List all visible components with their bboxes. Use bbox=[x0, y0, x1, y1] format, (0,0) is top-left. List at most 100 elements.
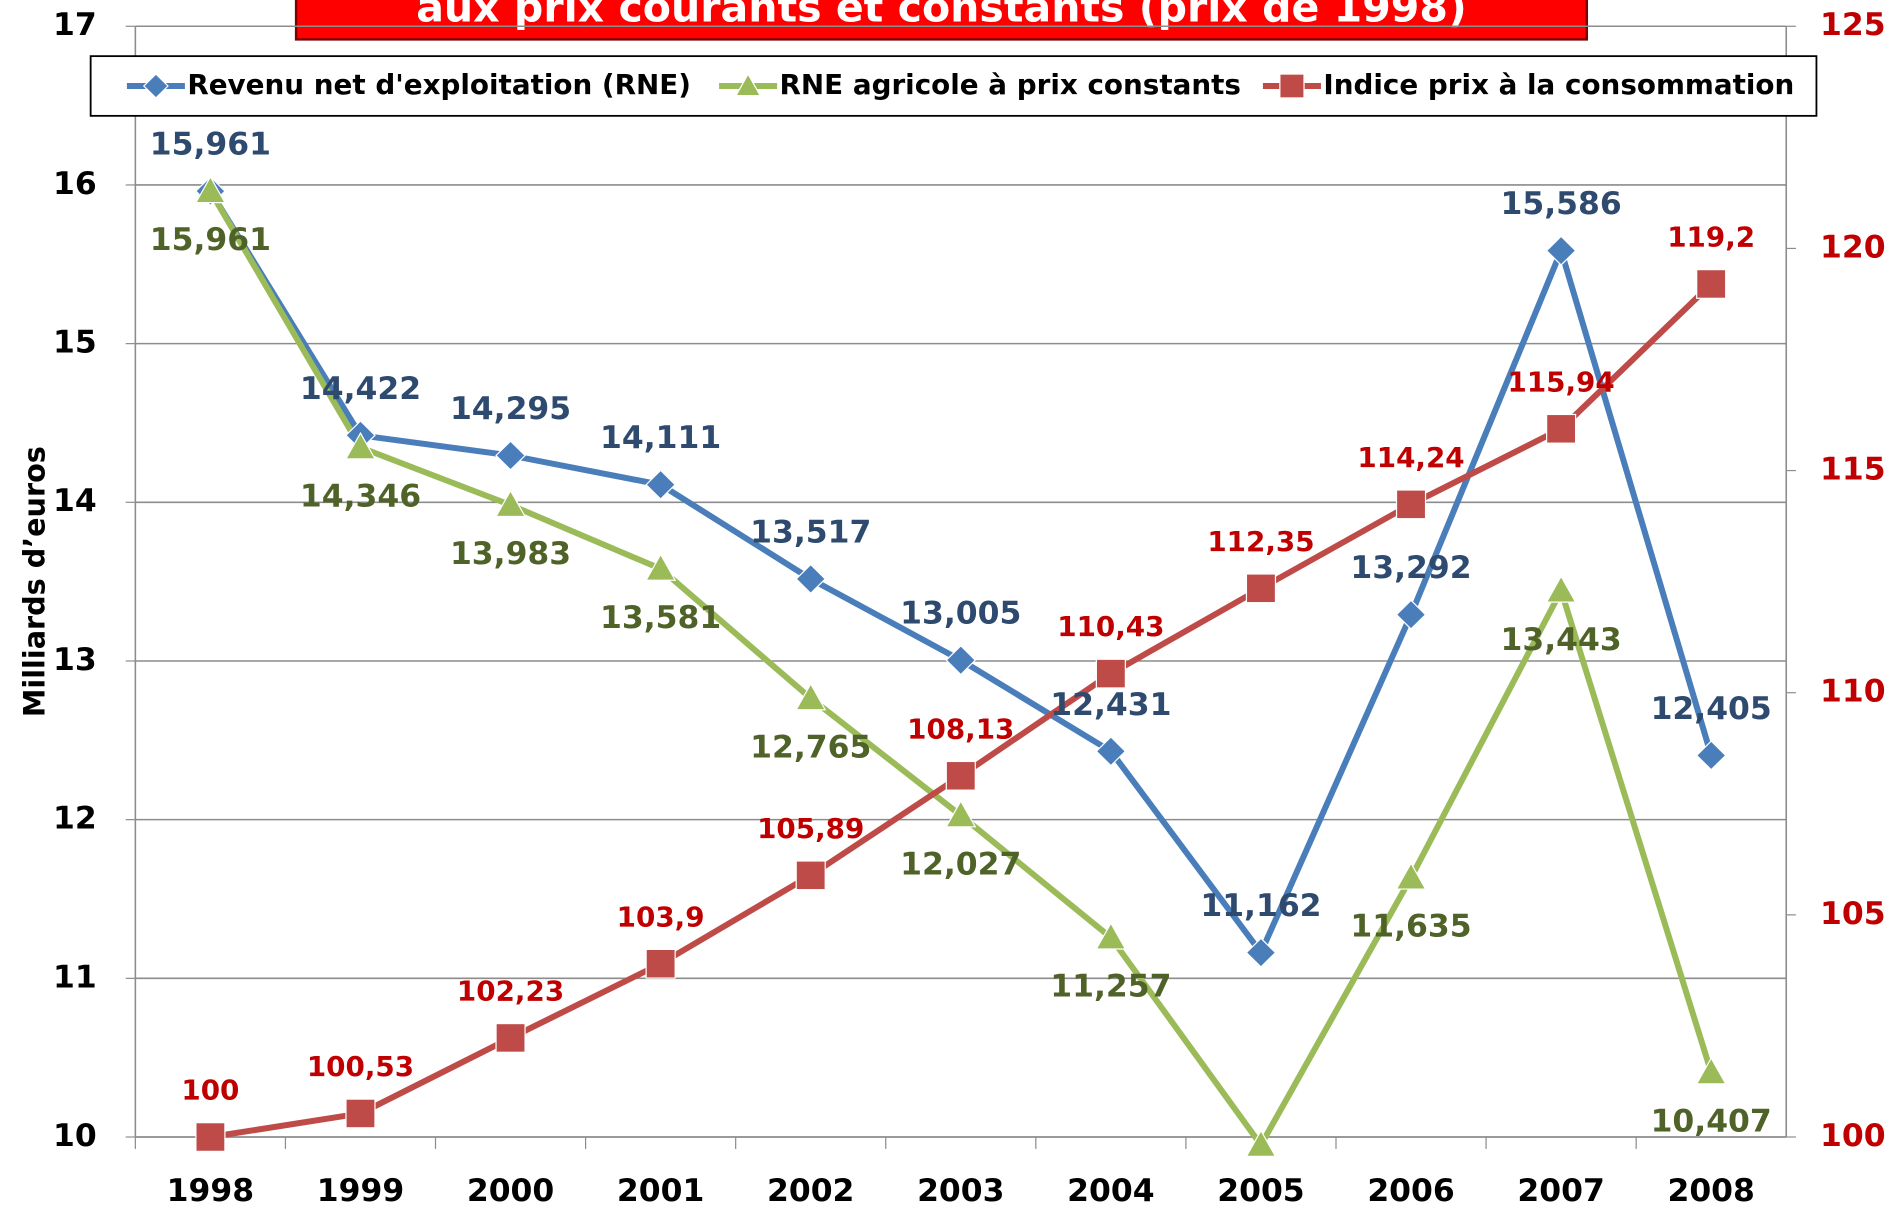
data-point bbox=[1545, 235, 1577, 266]
data-point bbox=[495, 489, 527, 518]
data-point bbox=[195, 1122, 226, 1152]
data-label: 13,581 bbox=[600, 600, 721, 636]
series-line bbox=[207, 189, 1715, 956]
data-point bbox=[142, 73, 169, 99]
data-label: 119,2 bbox=[1667, 221, 1755, 254]
data-label: 15,961 bbox=[150, 222, 271, 258]
data-point bbox=[795, 563, 827, 595]
data-label: 14,346 bbox=[300, 479, 421, 515]
data-label: 13,983 bbox=[450, 536, 571, 572]
data-label: 13,517 bbox=[750, 515, 871, 551]
x-tick-label: 2001 bbox=[617, 1173, 704, 1209]
x-tick-label: 1998 bbox=[167, 1173, 254, 1209]
data-label: 15,586 bbox=[1501, 186, 1622, 222]
x-tick-label: 2005 bbox=[1217, 1173, 1304, 1209]
x-tick-label: 2003 bbox=[917, 1173, 1004, 1209]
data-point bbox=[495, 1023, 526, 1053]
data-label: 10,407 bbox=[1651, 1104, 1772, 1140]
data-point bbox=[1695, 1056, 1727, 1085]
data-point bbox=[1245, 1129, 1277, 1158]
y-tick-label: 16 bbox=[53, 166, 97, 202]
y2-tick-label: 105 bbox=[1820, 896, 1886, 932]
data-label: 115,94 bbox=[1507, 366, 1614, 399]
y2-tick-label: 120 bbox=[1820, 230, 1886, 266]
data-label: 100 bbox=[181, 1074, 239, 1107]
data-point bbox=[1095, 736, 1127, 767]
data-point bbox=[645, 469, 676, 500]
data-label: 13,443 bbox=[1501, 622, 1622, 658]
x-tick-label: 2002 bbox=[767, 1173, 854, 1209]
x-tick-label: 2004 bbox=[1067, 1173, 1154, 1209]
data-point bbox=[795, 682, 827, 711]
legend-label: Indice prix à la consommation bbox=[1323, 68, 1794, 101]
data-point bbox=[1695, 740, 1727, 771]
x-tick-label: 1999 bbox=[317, 1173, 404, 1209]
data-point bbox=[1546, 413, 1577, 444]
data-point bbox=[194, 175, 226, 204]
data-point bbox=[645, 553, 677, 581]
data-point bbox=[945, 645, 977, 676]
legend-label: Revenu net d'exploitation (RNE) bbox=[187, 68, 691, 101]
data-label: 11,257 bbox=[1050, 969, 1171, 1005]
y2-tick-label: 115 bbox=[1820, 452, 1886, 488]
data-label: 100,53 bbox=[307, 1050, 414, 1083]
series-line bbox=[209, 281, 1714, 1140]
data-label: 110,43 bbox=[1057, 610, 1164, 643]
data-label: 14,295 bbox=[450, 391, 571, 427]
data-point bbox=[1395, 599, 1427, 630]
data-label: 14,422 bbox=[300, 371, 421, 407]
data-label: 11,162 bbox=[1200, 888, 1321, 924]
data-label: 114,24 bbox=[1357, 441, 1464, 474]
data-label: 15,961 bbox=[150, 127, 271, 163]
data-point bbox=[1395, 862, 1427, 890]
data-point bbox=[1095, 921, 1127, 950]
data-point bbox=[344, 431, 377, 460]
y-axis-label: Milliards d’euros bbox=[17, 446, 51, 717]
data-point bbox=[645, 948, 676, 979]
data-point bbox=[734, 72, 762, 97]
data-label: 13,005 bbox=[900, 596, 1021, 632]
y2-tick-label: 125 bbox=[1820, 7, 1886, 43]
data-label: 12,027 bbox=[900, 847, 1021, 883]
data-point bbox=[1245, 573, 1277, 604]
data-point bbox=[795, 860, 826, 891]
data-point bbox=[945, 799, 977, 828]
data-point bbox=[1545, 575, 1577, 603]
data-point bbox=[1245, 937, 1277, 968]
y-tick-label: 11 bbox=[53, 959, 97, 995]
data-point bbox=[945, 760, 976, 791]
title-box bbox=[294, 0, 1589, 41]
data-label: 108,13 bbox=[907, 713, 1014, 746]
legend-box bbox=[89, 55, 1818, 117]
data-label: 12,405 bbox=[1651, 691, 1772, 727]
y-tick-label: 12 bbox=[53, 801, 97, 837]
data-point bbox=[1095, 658, 1126, 689]
data-label: 12,431 bbox=[1050, 687, 1171, 723]
y-tick-label: 10 bbox=[53, 1118, 97, 1154]
data-point bbox=[1696, 269, 1727, 299]
data-label: 112,35 bbox=[1207, 525, 1314, 558]
x-tick-label: 2008 bbox=[1667, 1173, 1754, 1209]
data-point bbox=[495, 440, 526, 471]
x-tick-label: 2000 bbox=[467, 1173, 554, 1209]
y-tick-label: 13 bbox=[53, 642, 97, 678]
legend-label: RNE agricole à prix constants bbox=[780, 68, 1241, 101]
x-tick-label: 2006 bbox=[1367, 1173, 1454, 1209]
data-point bbox=[1279, 73, 1305, 99]
data-label: 12,765 bbox=[750, 730, 871, 766]
data-label: 13,292 bbox=[1350, 550, 1471, 586]
data-point bbox=[1395, 489, 1427, 520]
y2-tick-label: 100 bbox=[1820, 1118, 1886, 1154]
data-label: 11,635 bbox=[1350, 909, 1471, 945]
y-tick-label: 15 bbox=[53, 325, 97, 361]
x-tick-label: 2007 bbox=[1517, 1173, 1604, 1209]
data-point bbox=[345, 1098, 376, 1129]
data-label: 14,111 bbox=[600, 420, 721, 456]
y-tick-label: 14 bbox=[53, 483, 97, 519]
data-label: 105,89 bbox=[757, 812, 864, 845]
y2-tick-label: 110 bbox=[1820, 674, 1886, 710]
y-tick-label: 17 bbox=[53, 7, 97, 43]
data-label: 102,23 bbox=[457, 975, 564, 1008]
data-label: 103,9 bbox=[617, 900, 705, 933]
